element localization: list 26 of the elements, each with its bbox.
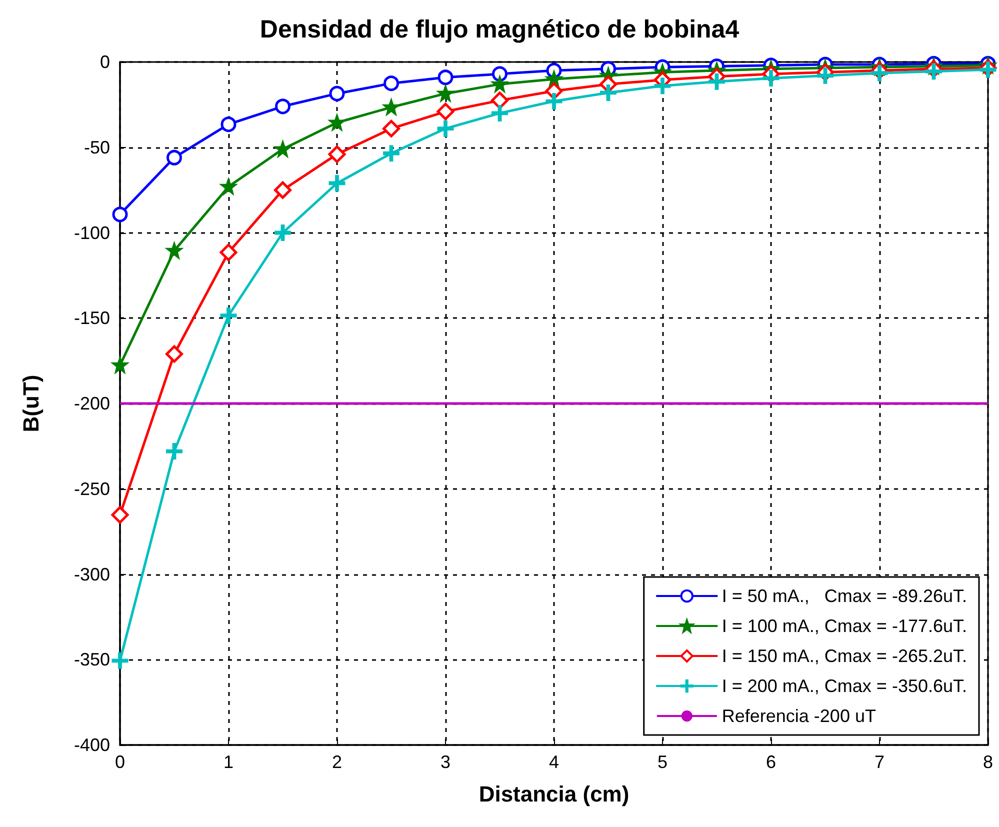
- x-tick-label: 7: [874, 752, 885, 772]
- x-axis-title: Distancia (cm): [478, 782, 630, 806]
- x-tick-label: 5: [657, 752, 668, 772]
- x-tick-label: 2: [332, 752, 342, 772]
- legend-label: I = 150 mA., Cmax = -265.2uT.: [722, 646, 968, 666]
- y-tick-label: -200: [74, 394, 110, 414]
- legend-label: Referencia -200 uT: [722, 706, 876, 726]
- y-tick-label: -300: [74, 564, 110, 584]
- x-tick-label: 3: [440, 752, 451, 772]
- x-tick-label: 4: [548, 752, 560, 772]
- y-tick-label: -50: [84, 137, 110, 158]
- y-tick-label: 0: [100, 52, 110, 72]
- y-axis-title: B(uT): [18, 374, 44, 432]
- x-tick-label: 1: [223, 752, 234, 772]
- y-tick-label: -350: [74, 650, 110, 670]
- y-tick-label: -400: [74, 735, 110, 755]
- legend-label: I = 200 mA., Cmax = -350.6uT.: [722, 676, 968, 696]
- legend-label: I = 50 mA., Cmax = -89.26uT.: [722, 586, 967, 606]
- y-tick-label: -150: [74, 308, 110, 328]
- x-tick-label: 6: [766, 752, 776, 772]
- x-tick-label: 0: [114, 752, 126, 772]
- chart-title: Densidad de flujo magnético de bobina4: [260, 16, 740, 44]
- x-tick-label: 8: [982, 752, 994, 772]
- legend-label: I = 100 mA., Cmax = -177.6uT.: [722, 616, 968, 636]
- y-tick-label: -100: [74, 222, 110, 243]
- y-tick-label: -250: [74, 478, 110, 499]
